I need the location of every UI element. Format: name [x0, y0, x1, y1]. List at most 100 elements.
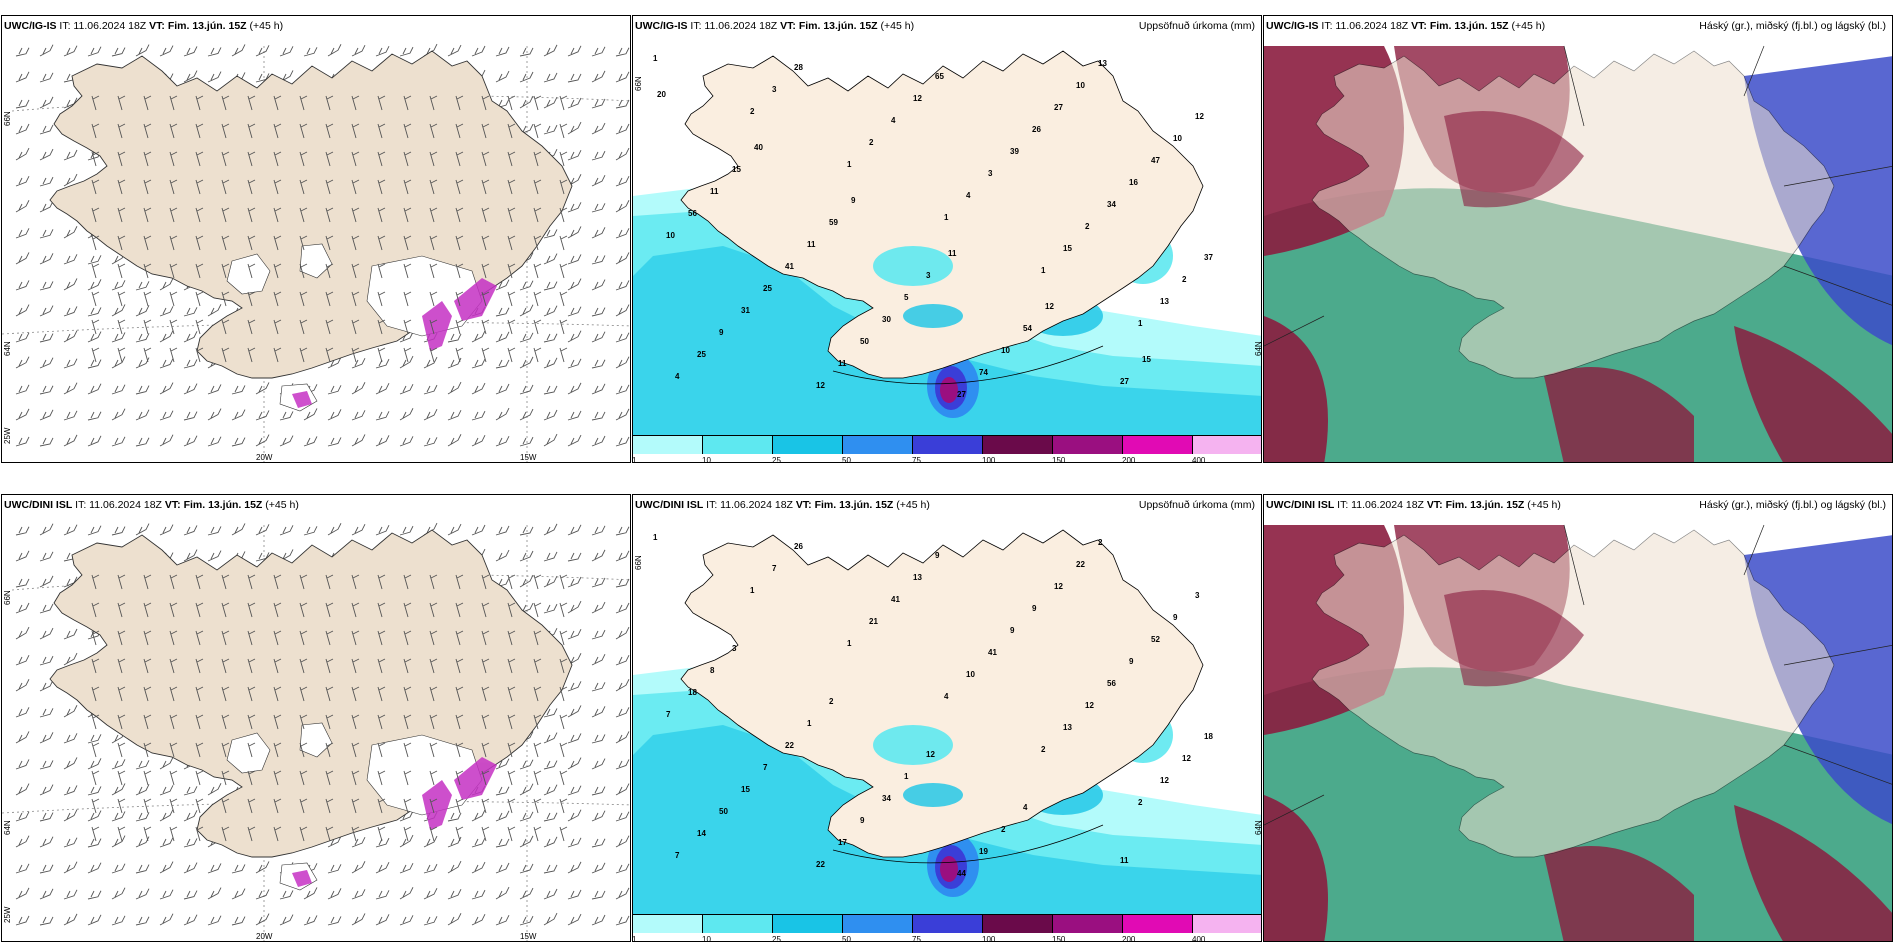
- precip-value: 3: [732, 644, 737, 653]
- precip-value: 11: [838, 359, 847, 368]
- precip-value: 27: [957, 390, 966, 399]
- legend-tick: 75: [912, 456, 921, 463]
- lon-label: 15W: [520, 453, 537, 462]
- legend-swatch: 1: [633, 915, 703, 941]
- legend-swatch: 50: [842, 436, 913, 462]
- grid-labels: 66N 64N: [634, 555, 1262, 835]
- precip-value: 40: [754, 143, 763, 152]
- precip-value: 50: [860, 337, 869, 346]
- legend-tick: 75: [912, 935, 921, 942]
- precip-value: 9: [719, 328, 724, 337]
- precip-value: 3: [926, 271, 931, 280]
- legend-tick: 400: [1192, 456, 1206, 463]
- legend-swatch: 150: [1052, 915, 1123, 941]
- lat-label: 64N: [1254, 341, 1262, 356]
- precip-value: 34: [882, 794, 891, 803]
- legend-tick: 200: [1122, 935, 1136, 942]
- legend-tick: 150: [1052, 935, 1066, 942]
- precip-value: 59: [829, 218, 838, 227]
- precip-value: 12: [1054, 582, 1063, 591]
- legend-swatch: 25: [772, 915, 843, 941]
- precip-value: 1: [653, 533, 658, 542]
- precip-value: 7: [666, 710, 671, 719]
- precip-value: 22: [1076, 560, 1085, 569]
- precip-value: 41: [891, 595, 900, 604]
- precip-value: 3: [1195, 591, 1200, 600]
- legend-tick: 1: [632, 456, 637, 463]
- precip-value: 7: [763, 763, 768, 772]
- legend-tick: 200: [1122, 456, 1136, 463]
- lat-label: 64N: [1254, 820, 1262, 835]
- lat-label: 64N: [3, 820, 12, 835]
- legend-swatch: 400: [1192, 915, 1261, 941]
- precip-value: 11: [948, 249, 957, 258]
- precip-value: 9: [1032, 604, 1037, 613]
- precip-value: 16: [1129, 178, 1138, 187]
- precip-value: 12: [926, 750, 935, 759]
- precip-value: 26: [1032, 125, 1041, 134]
- precip-value: 27: [1054, 103, 1063, 112]
- iceland-land: [49, 50, 573, 379]
- legend-swatch: 10: [702, 436, 773, 462]
- legend-tick: 25: [772, 935, 781, 942]
- panel-subtitle: Uppsöfnuð úrkoma (mm): [1138, 499, 1255, 511]
- precip-value: 4: [1023, 803, 1028, 812]
- precip-value: 10: [1001, 346, 1010, 355]
- panel-precip-bottom: UWC/DINI ISL IT: 11.06.2024 18Z VT: Fim.…: [632, 494, 1262, 942]
- panel-header: UWC/IG-IS IT: 11.06.2024 18Z VT: Fim. 13…: [635, 20, 915, 32]
- precip-value: 26: [794, 542, 803, 551]
- precip-value: 9: [1010, 626, 1015, 635]
- lon-label: 25W: [3, 427, 12, 444]
- legend-swatch: 150: [1052, 436, 1123, 462]
- cloud-map: [1264, 495, 1892, 941]
- precip-value: 54: [1023, 324, 1032, 333]
- precip-value: 47: [1151, 156, 1160, 165]
- legend-tick: 50: [842, 456, 851, 463]
- precip-legend: 1 10 25 50 75 100 150 200 400: [633, 914, 1261, 941]
- precip-value: 18: [688, 688, 697, 697]
- precip-value: 9: [851, 196, 856, 205]
- panel-header: UWC/DINI ISL IT: 11.06.2024 18Z VT: Fim.…: [1266, 499, 1561, 511]
- legend-tick: 10: [702, 935, 711, 942]
- precip-value: 13: [913, 573, 922, 582]
- precip-value: 13: [1098, 59, 1107, 68]
- panel-cloud-bottom: UWC/DINI ISL IT: 11.06.2024 18Z VT: Fim.…: [1263, 494, 1893, 942]
- precip-value: 12: [1182, 754, 1191, 763]
- precip-value: 52: [1151, 635, 1160, 644]
- panel-wind-bottom: UWC/DINI ISL IT: 11.06.2024 18Z VT: Fim.…: [1, 494, 631, 942]
- precip-value: 28: [794, 63, 803, 72]
- precip-value: 22: [785, 741, 794, 750]
- precip-value: 31: [741, 306, 750, 315]
- legend-tick: 100: [982, 935, 996, 942]
- panel-subtitle: Uppsöfnuð úrkoma (mm): [1138, 20, 1255, 32]
- precip-values: 1114227721101312142641411212502213956181…: [653, 533, 1213, 878]
- panel-wind-top: UWC/IG-IS IT: 11.06.2024 18Z VT: Fim. 13…: [1, 15, 631, 463]
- iceland-land: [1311, 50, 1835, 379]
- legend-swatch: 100: [982, 915, 1053, 941]
- precip-value: 41: [785, 262, 794, 271]
- legend-tick: 25: [772, 456, 781, 463]
- precip-value: 11: [1120, 856, 1129, 865]
- legend-tick: 150: [1052, 456, 1066, 463]
- wind-barbs-land: [91, 95, 568, 363]
- wind-map: 66N 64N 25W 20W 15W: [2, 522, 630, 941]
- precip-value: 12: [1160, 776, 1169, 785]
- precip-value: 56: [688, 209, 697, 218]
- grid-labels: 66N 64N 25W 20W 15W: [3, 590, 537, 941]
- precip-value: 12: [1045, 302, 1054, 311]
- precip-highlight: [292, 278, 497, 408]
- precip-value: 21: [869, 617, 878, 626]
- precip-value: 9: [1129, 657, 1134, 666]
- precip-value: 1: [1041, 266, 1046, 275]
- precip-value: 2: [1041, 745, 1046, 754]
- precip-value: 12: [1195, 112, 1204, 121]
- precip-highlight: [292, 757, 497, 887]
- precip-value: 18: [1204, 732, 1213, 741]
- panel-header: UWC/IG-IS IT: 11.06.2024 18Z VT: Fim. 13…: [4, 20, 284, 32]
- legend-tick: 50: [842, 935, 851, 942]
- precip-value: 15: [732, 165, 741, 174]
- precip-value: 4: [966, 191, 971, 200]
- precip-value: 13: [1063, 723, 1072, 732]
- precip-value: 12: [1085, 701, 1094, 710]
- precip-value: 10: [666, 231, 675, 240]
